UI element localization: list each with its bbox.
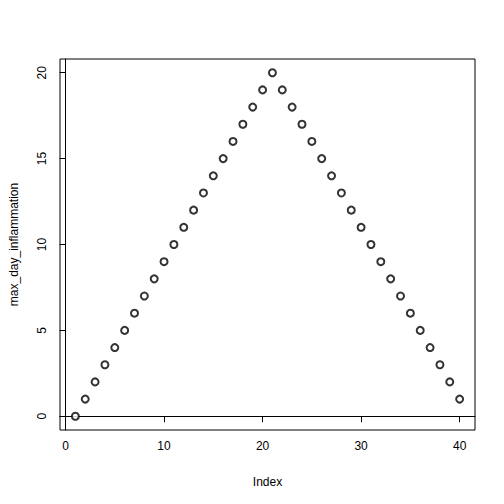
svg-text:30: 30 (354, 439, 368, 453)
svg-text:15: 15 (35, 152, 49, 166)
svg-text:0: 0 (35, 413, 49, 420)
svg-text:20: 20 (256, 439, 270, 453)
svg-text:Index: Index (253, 475, 282, 489)
svg-text:10: 10 (35, 238, 49, 252)
svg-text:5: 5 (35, 327, 49, 334)
svg-text:10: 10 (157, 439, 171, 453)
svg-text:40: 40 (453, 439, 467, 453)
svg-text:20: 20 (35, 66, 49, 80)
svg-text:max_day_inflammation: max_day_inflammation (7, 183, 21, 306)
svg-text:0: 0 (62, 439, 69, 453)
